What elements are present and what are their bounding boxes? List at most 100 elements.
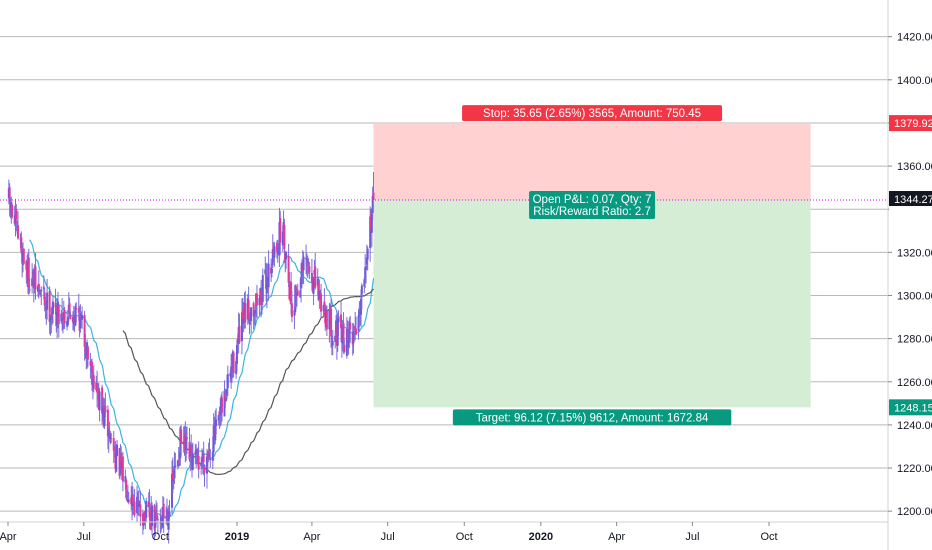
candle-body <box>197 456 200 470</box>
candle-body <box>156 519 159 521</box>
price-axis[interactable]: 1420.001400.001380.001360.001340.001320.… <box>888 32 932 519</box>
candle-body <box>172 479 175 482</box>
candle-body <box>174 465 177 467</box>
candle-body <box>299 290 302 298</box>
candle-body <box>342 322 345 342</box>
candle-body <box>38 289 41 293</box>
position-zones[interactable] <box>373 123 811 408</box>
candle-body <box>104 405 107 413</box>
candle-body <box>171 473 174 508</box>
candle-body <box>260 289 263 306</box>
candle-body <box>46 292 49 310</box>
y-tick-label: 1400.00 <box>897 75 932 87</box>
x-tick-label: Oct <box>456 531 473 543</box>
candle-body <box>63 309 66 324</box>
stop-label-text: Stop: 35.65 (2.65%) 3565, Amount: 750.45 <box>483 108 701 120</box>
candle-body <box>44 302 47 305</box>
alt-price-tag-bg <box>889 206 932 223</box>
candle-body <box>346 328 349 344</box>
candle-body <box>273 246 276 258</box>
candle-body <box>74 306 77 326</box>
candle-body <box>196 449 199 458</box>
candle-body <box>323 301 326 311</box>
candle-body <box>225 397 228 401</box>
x-tick-label: 2019 <box>225 531 249 543</box>
candle-body <box>279 218 282 243</box>
candle-body <box>165 516 168 519</box>
candle-body <box>139 504 142 517</box>
candle-body <box>287 256 290 283</box>
candle-body <box>290 303 293 317</box>
x-tick-label: Jul <box>77 531 91 543</box>
candle-body <box>56 312 59 326</box>
target-zone[interactable] <box>373 200 811 408</box>
candle-body <box>224 393 227 402</box>
candle-body <box>275 242 278 252</box>
candle-body <box>331 341 334 346</box>
alt-price-tag[interactable]: 1344.20 <box>889 206 932 223</box>
target-price-tag[interactable]: 1248.15 <box>889 399 932 416</box>
candle-body <box>200 460 203 464</box>
candle-body <box>37 283 40 288</box>
candle-body <box>343 344 346 352</box>
target-label[interactable]: Target: 96.12 (7.15%) 9612, Amount: 1672… <box>452 409 732 426</box>
candle-body <box>51 301 54 315</box>
candle-body <box>232 352 235 374</box>
pnl-line-1: Open P&L: 0.07, Qty: 7 <box>533 194 652 206</box>
candle-body <box>285 252 288 260</box>
candle-body <box>235 344 238 365</box>
target-label-bg <box>452 409 732 426</box>
time-axis[interactable]: Apr Jul Oct 2019 Apr Jul Oct 2020 Apr Jul Oct <box>0 522 778 543</box>
candle-body <box>319 292 322 294</box>
stop-label-bg <box>462 105 723 122</box>
candle-body <box>223 390 226 417</box>
candle-body <box>31 278 34 287</box>
candle-body <box>328 309 331 330</box>
current-price-tag[interactable]: 1344.27 <box>889 191 932 208</box>
candle-body <box>115 453 118 472</box>
candle-body <box>79 313 82 329</box>
x-tick-label: Apr <box>303 531 320 543</box>
candle-body <box>43 292 46 306</box>
candle-body <box>371 195 374 214</box>
candle-body <box>34 266 37 290</box>
candle-body <box>133 501 136 515</box>
target-price-tag-bg <box>889 399 932 416</box>
candle-body <box>308 266 311 273</box>
candle-body <box>77 308 80 313</box>
candle-body <box>50 315 53 321</box>
candle-body <box>156 514 159 519</box>
stop-label[interactable]: Stop: 35.65 (2.65%) 3565, Amount: 750.45 <box>462 105 723 122</box>
candle-body <box>151 505 154 527</box>
candle-body <box>226 374 229 389</box>
candle-body <box>312 277 315 294</box>
stop-zone[interactable] <box>373 123 811 201</box>
candle-body <box>11 204 14 217</box>
target-label-text: Target: 96.12 (7.15%) 9612, Amount: 1672… <box>476 412 709 424</box>
candle-body <box>116 444 119 457</box>
candle-body <box>20 237 23 253</box>
candle-body <box>238 325 241 343</box>
candle-body <box>314 266 317 288</box>
candle-body <box>271 248 274 265</box>
y-tick-label: 1260.00 <box>897 377 932 389</box>
candle-body <box>334 335 337 342</box>
candle-body <box>225 388 228 395</box>
candle-body <box>211 451 214 461</box>
candle-body <box>96 382 99 393</box>
stop-price-tag[interactable]: 1379.92 <box>889 115 932 132</box>
y-tick-label: 1240.00 <box>897 420 932 432</box>
candle-body <box>36 285 39 292</box>
candle-body <box>250 307 253 321</box>
candle-body <box>241 309 244 320</box>
slow-moving-average-line <box>122 288 374 476</box>
candle-body <box>69 314 72 320</box>
position-overlay[interactable]: Stop: 35.65 (2.65%) 3565, Amount: 750.45… <box>0 105 888 426</box>
candle-body <box>337 318 340 323</box>
candle-body <box>208 449 211 460</box>
candle-body <box>49 318 52 323</box>
x-tick-label: Apr <box>0 531 17 543</box>
y-tick-label: 1360.00 <box>897 161 932 173</box>
